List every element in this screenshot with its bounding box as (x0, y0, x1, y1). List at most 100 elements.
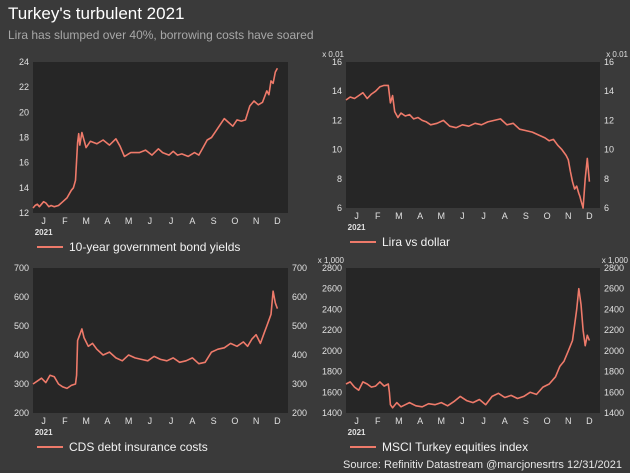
y-tick-label-right: 2800 (604, 263, 624, 273)
x-tick-label: F (62, 216, 68, 226)
x-tick-label: N (253, 216, 260, 226)
x-tick-label: D (274, 416, 281, 426)
x-tick-label: N (253, 416, 260, 426)
x-tick-label: S (211, 216, 217, 226)
x-tick-label: A (104, 216, 110, 226)
legend-label: Lira vs dollar (382, 235, 450, 249)
axis-multiplier: x 1,000 (318, 256, 345, 265)
y-tick-label: 1600 (322, 387, 342, 397)
y-tick-label-right: 2400 (604, 304, 624, 314)
x-tick-label: F (375, 211, 381, 221)
y-tick-label-right: 6 (604, 203, 609, 213)
x-tick-label: S (211, 416, 217, 426)
x-tick-label: O (544, 211, 551, 221)
y-tick-label: 300 (14, 379, 29, 389)
x-tick-label: M (438, 211, 446, 221)
y-tick-label: 2200 (322, 325, 342, 335)
axis-multiplier-right: x 0.01 (606, 50, 628, 59)
x-year-label: 2021 (348, 223, 366, 232)
y-tick-label-right: 2600 (604, 284, 624, 294)
y-tick-label: 2800 (322, 263, 342, 273)
x-tick-label: J (148, 416, 153, 426)
x-tick-label: N (565, 211, 572, 221)
y-tick-label: 2000 (322, 346, 342, 356)
x-tick-label: J (481, 211, 486, 221)
y-tick-label: 600 (14, 292, 29, 302)
y-tick-label: 22 (19, 82, 29, 92)
x-tick-label: J (169, 216, 174, 226)
y-tick-label: 6 (337, 203, 342, 213)
x-tick-label: A (502, 416, 508, 426)
x-tick-label: J (460, 416, 465, 426)
y-tick-label: 12 (19, 208, 29, 218)
y-tick-label-right: 16 (604, 57, 614, 67)
y-tick-label: 8 (337, 174, 342, 184)
x-tick-label: M (395, 416, 403, 426)
x-year-label: 2021 (348, 428, 366, 437)
y-tick-label: 2400 (322, 304, 342, 314)
y-tick-label: 14 (332, 86, 342, 96)
x-tick-label: D (274, 216, 281, 226)
x-tick-label: D (586, 211, 593, 221)
x-tick-label: A (189, 416, 195, 426)
y-tick-label: 14 (19, 183, 29, 193)
x-tick-label: A (417, 211, 423, 221)
x-tick-label: J (354, 416, 359, 426)
y-tick-label: 10 (332, 145, 342, 155)
axis-multiplier: x 0.01 (322, 50, 344, 59)
y-tick-label-right: 2000 (604, 346, 624, 356)
series-line (32, 67, 279, 209)
y-tick-label-right: 14 (604, 86, 614, 96)
x-tick-label: O (544, 416, 551, 426)
x-tick-label: F (375, 416, 381, 426)
x-tick-label: F (62, 416, 68, 426)
series-line (345, 84, 591, 209)
y-tick-label-right: 1800 (604, 367, 624, 377)
y-tick-label-right: 600 (292, 292, 307, 302)
x-tick-label: M (82, 216, 90, 226)
y-tick-label: 2600 (322, 284, 342, 294)
y-tick-label-right: 2200 (604, 325, 624, 335)
x-tick-label: M (395, 211, 403, 221)
legend-label: 10-year government bond yields (69, 240, 240, 254)
x-tick-label: M (125, 216, 133, 226)
y-tick-label: 16 (332, 57, 342, 67)
x-tick-label: M (125, 416, 133, 426)
source-note: Source: Refinitiv Datastream @marcjonesr… (343, 459, 622, 471)
x-tick-label: J (169, 416, 174, 426)
x-tick-label: O (231, 216, 238, 226)
series-line (345, 287, 591, 409)
plot-area-1 (33, 62, 288, 213)
y-tick-label: 500 (14, 321, 29, 331)
x-tick-label: J (354, 211, 359, 221)
y-tick-label-right: 12 (604, 115, 614, 125)
page-title: Turkey's turbulent 2021 (8, 4, 185, 23)
x-year-label: 2021 (35, 228, 53, 237)
y-tick-label: 12 (332, 115, 342, 125)
x-tick-label: J (41, 216, 46, 226)
y-tick-label: 24 (19, 57, 29, 67)
x-tick-label: S (523, 416, 529, 426)
plot-area-3 (33, 268, 288, 413)
legend-label: CDS debt insurance costs (69, 440, 208, 454)
x-tick-label: S (523, 211, 529, 221)
x-tick-label: A (104, 416, 110, 426)
plot-area-4 (346, 268, 600, 413)
page-subtitle: Lira has slumped over 40%, borrowing cos… (8, 28, 314, 42)
y-tick-label: 16 (19, 158, 29, 168)
y-tick-label: 200 (14, 408, 29, 418)
y-tick-label-right: 1600 (604, 387, 624, 397)
legend-label: MSCI Turkey equities index (382, 440, 528, 454)
y-tick-label-right: 500 (292, 321, 307, 331)
x-tick-label: D (586, 416, 593, 426)
x-tick-label: M (438, 416, 446, 426)
x-tick-label: J (148, 216, 153, 226)
x-tick-label: J (460, 211, 465, 221)
y-tick-label: 1400 (322, 408, 342, 418)
series-line (32, 290, 279, 390)
y-tick-label-right: 400 (292, 350, 307, 360)
x-tick-label: O (231, 416, 238, 426)
x-tick-label: A (417, 416, 423, 426)
y-tick-label-right: 1400 (604, 408, 624, 418)
